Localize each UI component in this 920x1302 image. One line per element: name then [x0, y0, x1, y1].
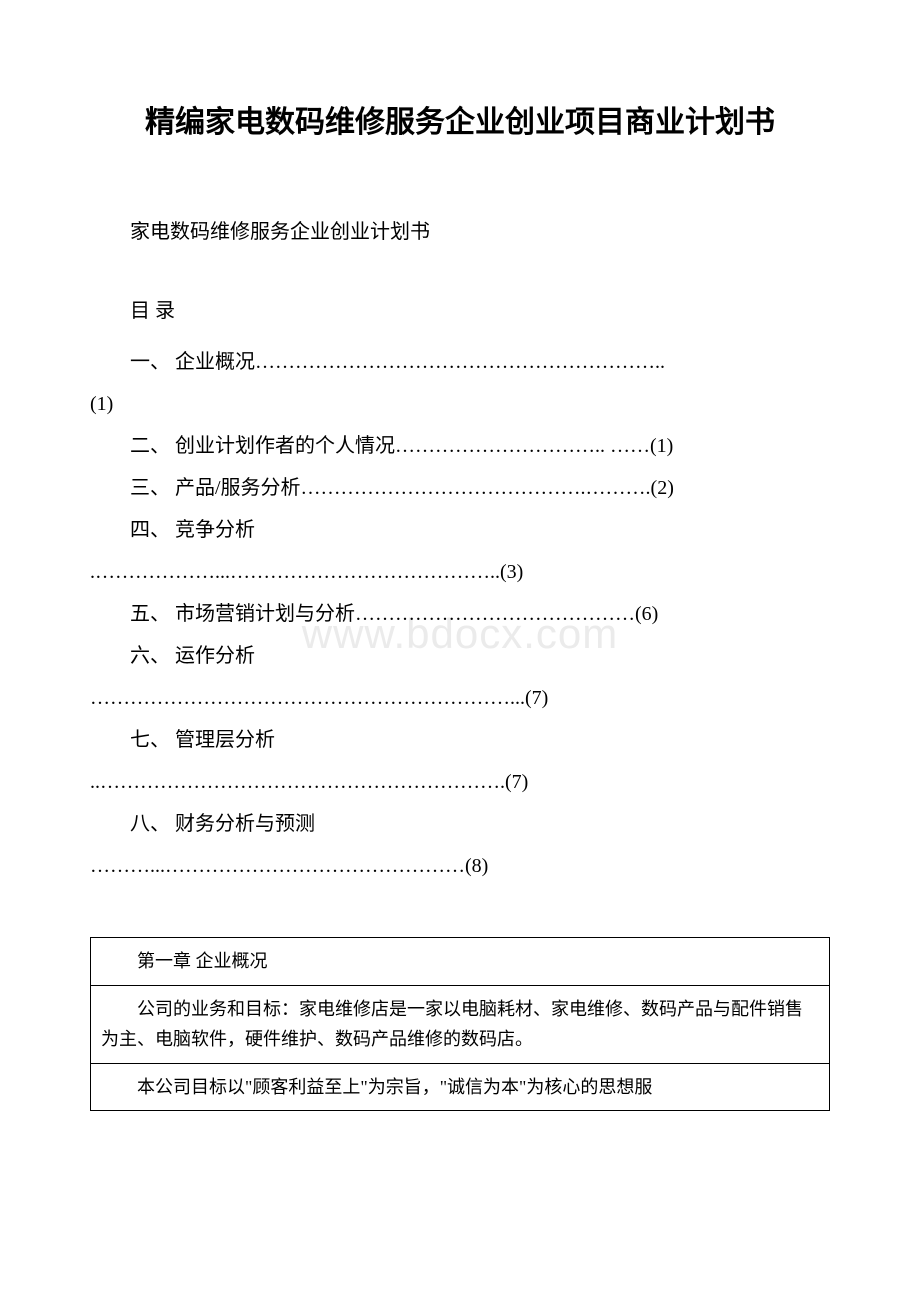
table-cell-business-goal: 公司的业务和目标：家电维修店是一家以电脑耗材、家电维修、数码产品与配件销售为主、…	[91, 985, 830, 1063]
document-content: 精编家电数码维修服务企业创业项目商业计划书 家电数码维修服务企业创业计划书 目 …	[90, 100, 830, 1111]
document-title: 精编家电数码维修服务企业创业项目商业计划书	[90, 100, 830, 145]
toc-item-3: 三、 产品/服务分析…………………………………….……….(2)	[90, 467, 830, 509]
toc-item-6-line1: 六、 运作分析	[90, 635, 830, 677]
toc-item-1-line2: (1)	[90, 383, 830, 425]
toc-item-8-line2: ………...………………………………………(8)	[90, 845, 830, 887]
toc-item-6-line2: ………………………………………………………...(7)	[90, 677, 830, 719]
toc-item-2: 二、 创业计划作者的个人情况………………………….. ……(1)	[90, 425, 830, 467]
toc-item-4-line1: 四、 竞争分析	[90, 509, 830, 551]
table-cell-chapter-title: 第一章 企业概况	[91, 938, 830, 986]
toc-item-4-line2: .………………...…………………………………..(3)	[90, 551, 830, 593]
toc-item-1-line1: 一、 企业概况……………………………………………………..	[90, 341, 830, 383]
table-cell-company-goal: 本公司目标以"顾客利益至上"为宗旨，"诚信为本"为核心的思想服	[91, 1063, 830, 1111]
toc-item-7-line2: ..…………………………………………………….(7)	[90, 761, 830, 803]
document-subtitle: 家电数码维修服务企业创业计划书	[90, 215, 830, 244]
content-table: 第一章 企业概况 公司的业务和目标：家电维修店是一家以电脑耗材、家电维修、数码产…	[90, 937, 830, 1111]
table-row: 第一章 企业概况	[91, 938, 830, 986]
table-row: 公司的业务和目标：家电维修店是一家以电脑耗材、家电维修、数码产品与配件销售为主、…	[91, 985, 830, 1063]
spacer	[90, 887, 830, 917]
toc-item-5: 五、 市场营销计划与分析……………………………………(6)	[90, 593, 830, 635]
toc-item-8-line1: 八、 财务分析与预测	[90, 803, 830, 845]
table-row: 本公司目标以"顾客利益至上"为宗旨，"诚信为本"为核心的思想服	[91, 1063, 830, 1111]
toc-item-7-line1: 七、 管理层分析	[90, 719, 830, 761]
toc-header: 目 录	[90, 294, 830, 323]
